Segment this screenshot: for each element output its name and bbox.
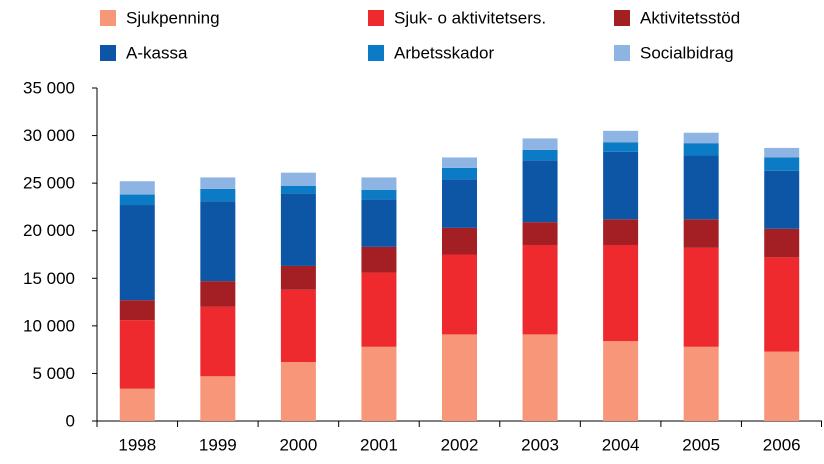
x-tick-label: 2000 — [279, 435, 317, 454]
bar-segment — [119, 194, 155, 206]
x-tick-label: 2005 — [682, 435, 720, 454]
bar-segment — [522, 222, 558, 245]
x-tick-label: 1999 — [199, 435, 237, 454]
bar-segment — [442, 179, 477, 228]
bar-segment — [200, 201, 236, 282]
bar-segment — [442, 167, 477, 180]
bar-segment — [200, 306, 236, 377]
bar-segment — [764, 170, 800, 229]
bar-segment — [442, 227, 477, 255]
x-tick-label: 1998 — [118, 435, 156, 454]
bar-segment — [603, 151, 639, 220]
bar-segment — [280, 362, 316, 421]
y-tick-label: 25 000 — [23, 174, 75, 193]
bar-segment — [280, 185, 316, 194]
legend-swatch — [614, 45, 630, 61]
bar-segment — [764, 147, 800, 158]
y-tick-label: 35 000 — [23, 78, 75, 97]
bar-segment — [764, 157, 800, 171]
bar-segment — [119, 181, 155, 195]
bar-segment — [522, 138, 558, 150]
bar-segment — [361, 246, 397, 273]
bar-segment — [764, 351, 800, 421]
bar-segment — [280, 265, 316, 290]
y-tick-label: 0 — [66, 411, 75, 430]
legend-swatch — [368, 45, 384, 61]
bar-segment — [361, 189, 397, 200]
legend-swatch — [100, 45, 116, 61]
bar-segment — [522, 160, 558, 223]
y-tick-label: 20 000 — [23, 221, 75, 240]
legend-label: Sjukpenning — [126, 8, 220, 27]
bar-segment — [683, 132, 719, 144]
bar-segment — [119, 320, 155, 389]
bar-segment — [119, 300, 155, 321]
bar-segment — [442, 254, 477, 335]
y-tick-label: 15 000 — [23, 269, 75, 288]
legend-label: Aktivitetsstöd — [640, 8, 740, 27]
legend-swatch — [614, 10, 630, 26]
legend-label: A-kassa — [126, 43, 188, 62]
bar-segment — [442, 334, 477, 421]
bar-segment — [603, 219, 639, 245]
legend-swatch — [368, 10, 384, 26]
bar-segment — [361, 272, 397, 347]
x-tick-label: 2002 — [441, 435, 479, 454]
bar-segment — [522, 244, 558, 335]
bar-segment — [683, 143, 719, 156]
y-tick-label: 30 000 — [23, 126, 75, 145]
bar-segment — [280, 289, 316, 363]
legend-label: Socialbidrag — [640, 43, 734, 62]
legend-swatch — [100, 10, 116, 26]
bar-segment — [442, 157, 477, 168]
bar-segment — [683, 247, 719, 347]
bar-segment — [603, 341, 639, 421]
bar-segment — [280, 172, 316, 186]
y-tick-label: 10 000 — [23, 316, 75, 335]
bar-segment — [200, 376, 236, 421]
x-tick-label: 2006 — [763, 435, 801, 454]
bar-segment — [683, 155, 719, 220]
bar-segment — [603, 142, 639, 152]
legend-label: Sjuk- o aktivitetsers. — [394, 8, 546, 27]
bar-segment — [603, 244, 639, 342]
bar-segment — [280, 193, 316, 266]
bar-segment — [683, 219, 719, 248]
bar-segment — [119, 205, 155, 301]
bar-segment — [764, 257, 800, 352]
bar-segment — [361, 199, 397, 247]
bar-segment — [200, 281, 236, 307]
legend-label: Arbetsskador — [394, 43, 494, 62]
bar-segment — [200, 177, 236, 189]
x-tick-label: 2001 — [360, 435, 398, 454]
x-tick-label: 2003 — [521, 435, 559, 454]
bar-segment — [764, 228, 800, 258]
bar-segment — [361, 177, 397, 190]
bar-segment — [522, 334, 558, 421]
y-tick-label: 5 000 — [32, 364, 75, 383]
bar-segment — [683, 346, 719, 421]
bar-segment — [119, 388, 155, 421]
x-tick-label: 2004 — [602, 435, 640, 454]
bar-segment — [603, 130, 639, 143]
bar-segment — [522, 149, 558, 161]
bar-segment — [200, 188, 236, 202]
bar-segment — [361, 346, 397, 421]
